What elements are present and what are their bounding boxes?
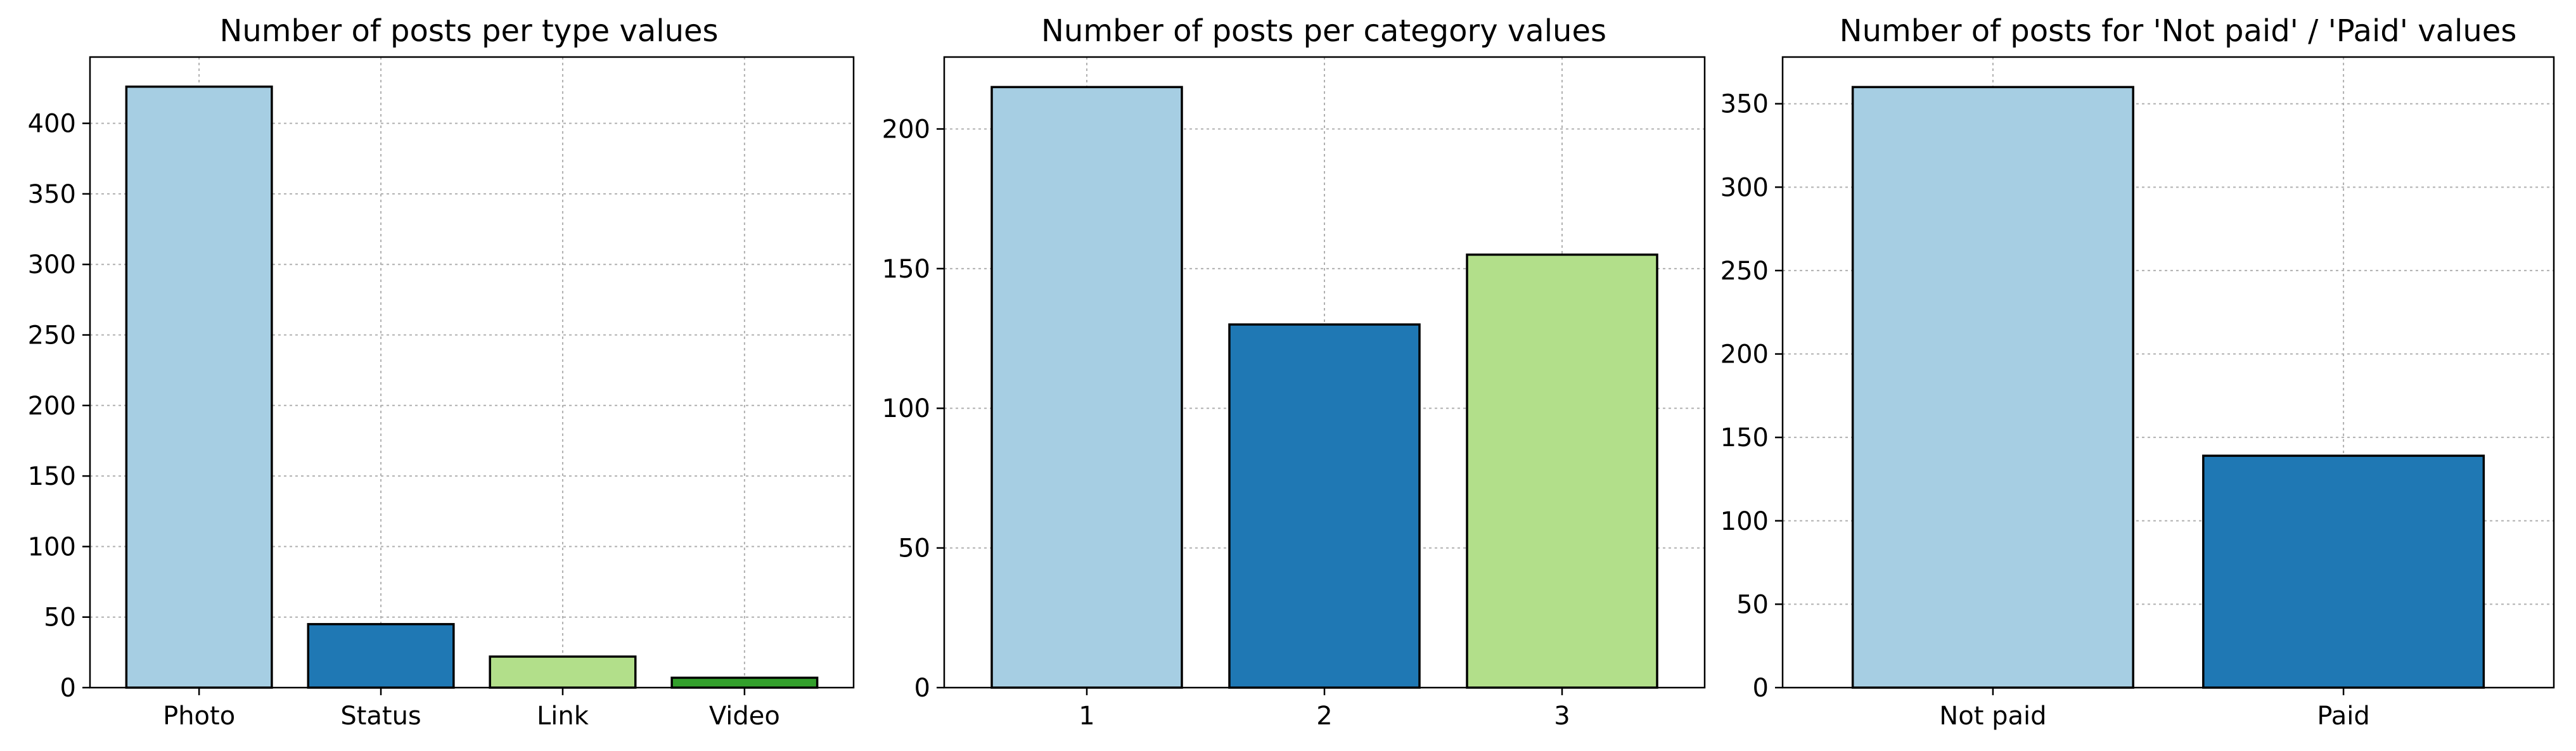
x-tick-label: 2 — [1316, 702, 1332, 731]
y-tick-label: 300 — [1721, 173, 1769, 202]
y-tick-label: 150 — [28, 462, 76, 491]
y-tick-label: 50 — [898, 534, 930, 563]
x-tick-label: Status — [340, 702, 421, 731]
x-tick-label: Link — [537, 702, 589, 731]
bar — [1851, 86, 2134, 689]
y-tick-label: 300 — [28, 250, 76, 279]
y-tick-label: 100 — [28, 532, 76, 562]
x-tick-label: Paid — [2317, 702, 2369, 731]
bar — [670, 676, 819, 689]
axes-frame — [89, 56, 855, 689]
y-tick-label: 50 — [1736, 590, 1769, 619]
x-tick-label: Photo — [163, 702, 235, 731]
y-tick-label: 350 — [1721, 90, 1769, 119]
y-tick-label: 0 — [60, 674, 76, 703]
plot-area: 0 50 100 150 200 1 2 3 — [882, 56, 1706, 731]
chart-title: Number of posts per category values — [1041, 13, 1606, 49]
chart-panel-paid: Number of posts for 'Not paid' / 'Paid' … — [1721, 13, 2555, 731]
bar — [990, 86, 1183, 689]
y-tick-label: 350 — [28, 180, 76, 209]
y-tick-label: 0 — [914, 674, 930, 703]
y-tick-label: 150 — [1721, 423, 1769, 453]
y-tick-label: 200 — [1721, 340, 1769, 369]
y-tick-label: 200 — [28, 392, 76, 421]
chart-title: Number of posts for 'Not paid' / 'Paid' … — [1840, 13, 2517, 49]
bar — [1228, 323, 1421, 689]
x-tick-label: 3 — [1554, 702, 1570, 731]
plot-area: 0 50 100 150 200 250 300 350 Not paid Paid — [1721, 56, 2555, 731]
bar — [125, 85, 273, 689]
chart-title: Number of posts per type values — [219, 13, 718, 49]
y-tick-label: 200 — [882, 115, 930, 144]
bar — [2202, 454, 2485, 689]
y-tick-label: 50 — [44, 603, 76, 632]
bar — [489, 655, 637, 689]
x-tick-label: Video — [709, 702, 780, 731]
y-tick-label: 100 — [882, 394, 930, 423]
y-tick-label: 150 — [882, 255, 930, 284]
y-tick-label: 250 — [28, 321, 76, 350]
plot-area: 0 50 100 150 200 250 300 350 400 Photo Status Link V… — [28, 56, 855, 731]
y-tick-label: 100 — [1721, 507, 1769, 536]
chart-panel-type: Number of posts per type values 0 50 100 15… — [28, 13, 855, 731]
y-tick-label: 400 — [28, 110, 76, 139]
axes-frame — [1781, 56, 2555, 689]
x-tick-label: Not paid — [1939, 702, 2046, 731]
chart-panel-category: Number of posts per category values 0 50 1… — [882, 13, 1706, 731]
y-tick-label: 0 — [1753, 674, 1769, 703]
bar — [1466, 254, 1658, 689]
bar — [307, 623, 455, 689]
x-tick-label: 1 — [1079, 702, 1094, 731]
y-tick-label: 250 — [1721, 257, 1769, 286]
